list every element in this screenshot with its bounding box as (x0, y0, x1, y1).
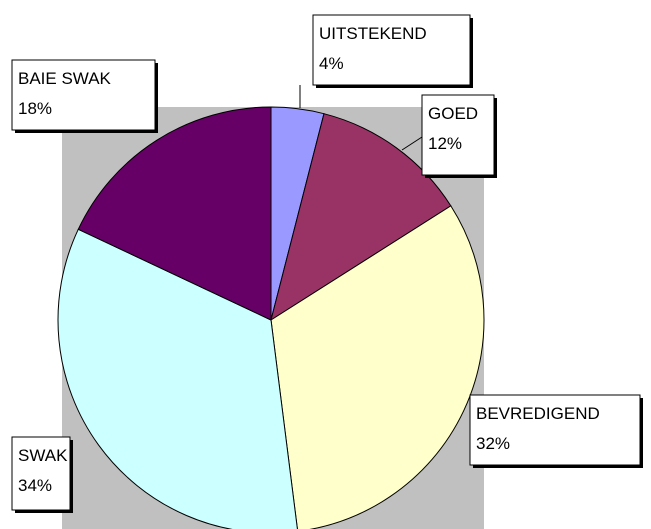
label-box (312, 14, 471, 86)
label-box (11, 436, 71, 511)
label-box (11, 59, 156, 131)
pie-slice (270, 205, 485, 529)
category-label: BAIE SWAK (18, 69, 112, 88)
pie-slice (77, 106, 272, 321)
category-label: SWAK (18, 446, 68, 465)
category-label: GOED (428, 104, 478, 123)
value-label: 32% (476, 434, 510, 453)
value-label: 18% (18, 99, 52, 118)
leader-line (401, 136, 423, 151)
label-box (421, 94, 495, 176)
value-label: 4% (319, 54, 344, 73)
category-label: UITSTEKEND (319, 24, 427, 43)
category-label: BEVREDIGEND (476, 404, 600, 423)
value-label: 34% (18, 476, 52, 495)
label-box (469, 394, 641, 466)
value-label: 12% (428, 134, 462, 153)
pie-slice (270, 113, 452, 322)
pie-slice (57, 228, 298, 529)
